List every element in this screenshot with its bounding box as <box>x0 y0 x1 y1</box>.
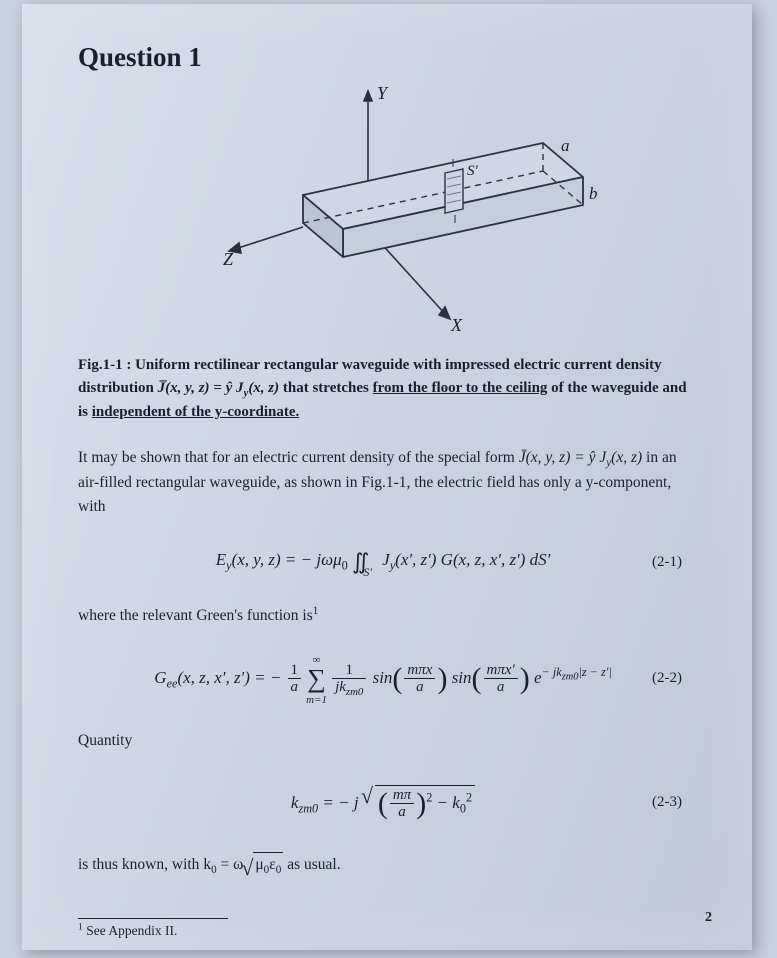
eq1-Jy: J <box>382 550 390 569</box>
para3-k0: k <box>203 856 211 873</box>
figure-1-1: a b Y X Z S' <box>78 79 688 344</box>
caption-j-post: J <box>232 380 243 396</box>
footnote-rule <box>78 918 228 919</box>
question-title: Question 1 <box>78 42 688 73</box>
caption-underline-1: from the floor to the ceiling <box>373 380 548 396</box>
paragraph-1: It may be shown that for an electric cur… <box>78 446 688 520</box>
equation-2-3: kzm0 = − j (mπa)2 − k02 (2-3) <box>78 768 688 838</box>
eq1-E: E <box>216 550 226 569</box>
equation-2-2: Gee(x, z, x', z') = − 1a ∑∞m=1 1jkzm0 si… <box>78 643 688 715</box>
dim-b-label: b <box>589 184 598 203</box>
axis-y-label: Y <box>377 83 389 103</box>
axis-z-label: Z <box>223 249 234 269</box>
para1-a: It may be shown that for an electric cur… <box>78 449 519 466</box>
caption-j-tail: (x, z) <box>248 380 279 396</box>
figure-caption: Fig.1-1 : Uniform rectilinear rectangula… <box>78 354 688 424</box>
eq2-G: G <box>154 668 166 687</box>
quantity-label: Quantity <box>78 729 688 754</box>
eq1-intdom: S' <box>363 565 372 579</box>
footnote-text: See Appendix II. <box>83 923 177 938</box>
para3-a: is thus known, with <box>78 856 203 873</box>
eq1-args: (x, y, z) = − jωμ <box>232 550 342 569</box>
surface-label: S' <box>467 163 479 179</box>
eq3-sqrt: (mπa)2 − k02 <box>363 785 475 821</box>
para2-text: where the relevant Green's function is <box>78 607 313 624</box>
caption-mid: that stretches <box>279 380 372 396</box>
page-number: 2 <box>705 910 712 926</box>
paragraph-3: is thus known, with k0 = ωμ0ε0 as usual. <box>78 852 688 878</box>
para3-eq: = ω <box>217 856 244 873</box>
eq1-number: (2-1) <box>652 554 682 571</box>
eq2-sin1: sin <box>373 668 393 687</box>
dim-a-label: a <box>561 136 570 155</box>
axis-x-label: X <box>450 315 463 335</box>
footnote-1: 1 See Appendix II. <box>78 923 688 939</box>
eq1-Jyargs: (x', z') G(x, z, x', z') dS' <box>395 550 550 569</box>
caption-underline-2: independent of the y-coordinate. <box>92 404 300 420</box>
caption-j-pre: J̅(x, y, z) = <box>158 380 226 396</box>
eq3-number: (2-3) <box>652 794 682 811</box>
eq2-exp: e <box>534 668 542 687</box>
eq2-frac1: 1a <box>288 662 302 696</box>
footnote-mark-1: 1 <box>313 605 319 617</box>
para3-b: as usual. <box>283 856 340 873</box>
eq3-eq: = − j <box>318 793 358 812</box>
eq2-Gsub: ee <box>167 676 178 690</box>
eq2-Gargs: (x, z, x', z') = − <box>177 668 281 687</box>
waveguide-diagram: a b Y X Z S' <box>163 79 603 339</box>
paragraph-2: where the relevant Green's function is1 <box>78 604 688 629</box>
equation-2-1: Ey(x, y, z) = − jωμ0 ∬S' Jy(x', z') G(x,… <box>78 534 688 590</box>
eq2-frac2: 1jkzm0 <box>332 662 366 696</box>
eq3-ksub: zm0 <box>298 801 318 815</box>
eq2-sin2: sin <box>452 668 472 687</box>
eq1-musub: 0 <box>342 559 348 573</box>
eq2-sum: ∑∞m=1 <box>307 664 326 694</box>
eq2-number: (2-2) <box>652 670 682 687</box>
